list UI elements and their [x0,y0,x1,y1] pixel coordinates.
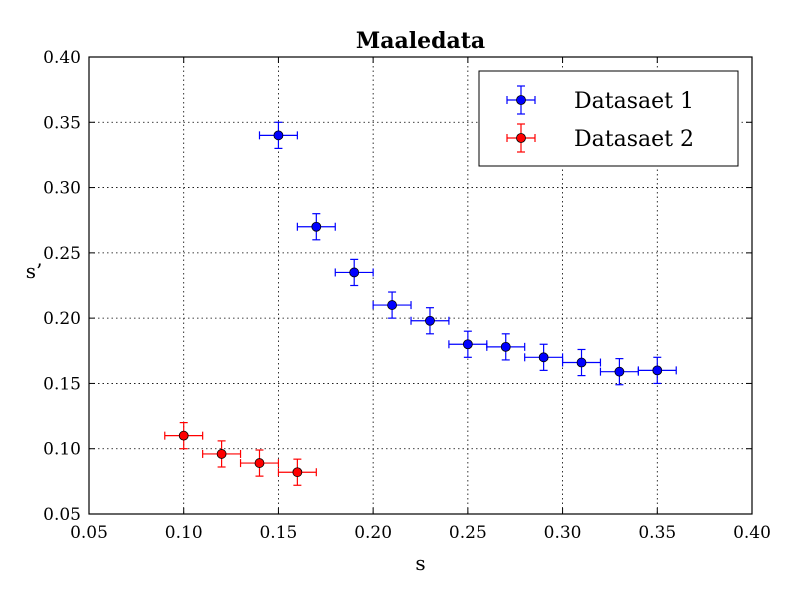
y-tick-label: 0.25 [43,244,81,264]
data-point [349,267,360,278]
plot-frame [88,56,753,515]
data-point [254,458,265,468]
legend-marker [506,123,536,153]
data-point-group [561,348,602,377]
legend: Datasaet 1 Datasaet 2 [478,70,739,167]
legend-marker [506,85,536,115]
data-point [576,357,587,368]
x-tick-label: 0.05 [70,523,108,543]
y-axis-label: s’ [26,259,43,283]
data-point-group [202,440,242,468]
y-tick-label: 0.05 [43,505,81,525]
data-point [462,339,473,350]
data-point [614,366,625,377]
x-tick-label: 0.25 [449,523,487,543]
data-point-group [258,121,298,149]
data-point-group [599,358,639,386]
data-point [216,449,227,459]
legend-item-2: Datasaet 2 [506,123,694,153]
data-point [292,467,303,478]
data-point [500,341,511,352]
data-point-group [372,291,412,319]
data-point [425,315,435,326]
legend-box [478,70,739,167]
data-point-group [410,307,450,335]
data-point-group [637,356,677,385]
data-point [273,130,284,141]
x-tick-label: 0.20 [354,523,392,543]
chart-title: Maaledata [356,28,485,54]
series-1 [258,121,677,386]
data-point-group [296,213,336,241]
y-tick-label: 0.20 [43,309,81,329]
x-tick-label: 0.35 [638,523,676,543]
data-layer [164,121,677,486]
data-point-group [239,449,280,477]
legend-label: Datasaet 2 [574,127,694,152]
x-tick-label: 0.15 [259,523,297,543]
x-tick-label: 0.40 [733,523,771,543]
legend-point [516,95,526,105]
y-tick-label: 0.35 [43,113,81,133]
series-2 [164,422,317,486]
legend-item-1: Datasaet 1 [506,85,694,115]
data-point-group [334,258,374,287]
data-point [178,430,189,441]
data-point [652,365,663,376]
y-tick-label: 0.10 [43,440,81,460]
data-point [387,300,397,310]
x-tick-label: 0.10 [165,523,203,543]
legend-point [516,133,526,143]
data-point-group [486,333,526,361]
data-point-group [164,422,204,450]
data-point-group [277,458,317,486]
y-tick-label: 0.30 [43,179,81,199]
x-axis-label: s [415,551,425,575]
data-point-group [448,330,488,358]
y-tick-label: 0.15 [43,374,81,394]
legend-label: Datasaet 1 [574,89,694,114]
data-point [538,352,549,363]
y-tick-label: 0.40 [43,48,81,68]
legend-items: Datasaet 1 Datasaet 2 [506,85,694,153]
data-point [311,221,322,232]
x-tick-label: 0.30 [544,523,582,543]
tick-layer: 0.05 0.10 0.15 0.20 0.25 0.30 0.35 0.40 0.05 0.10… [43,48,771,543]
data-point-group [524,343,564,371]
